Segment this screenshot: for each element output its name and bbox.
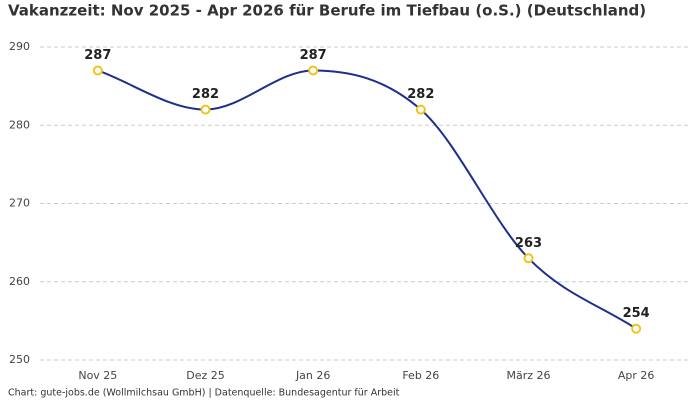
x-tick-label: Jan 26 bbox=[295, 369, 330, 382]
marker bbox=[631, 323, 642, 334]
data-label: 282 bbox=[407, 87, 434, 102]
x-tick-label: Dez 25 bbox=[186, 369, 225, 382]
chart-title: Vakanzzeit: Nov 2025 - Apr 2026 für Beru… bbox=[8, 2, 646, 20]
x-tick-label: Apr 26 bbox=[618, 369, 655, 382]
y-tick-label: 280 bbox=[9, 118, 30, 131]
y-tick-label: 250 bbox=[9, 353, 30, 366]
marker bbox=[415, 104, 426, 115]
marker bbox=[308, 65, 319, 76]
x-tick-label: Nov 25 bbox=[78, 369, 117, 382]
marker bbox=[523, 253, 534, 264]
footer: Chart: gute-jobs.de (Wollmilchsau GmbH) … bbox=[8, 388, 400, 399]
x-tick-label: März 26 bbox=[506, 369, 550, 382]
x-tick-label: Feb 26 bbox=[402, 369, 439, 382]
y-tick-label: 260 bbox=[9, 275, 30, 288]
marker bbox=[200, 104, 211, 115]
marker bbox=[92, 65, 103, 76]
data-label: 287 bbox=[300, 48, 327, 63]
data-label: 254 bbox=[623, 306, 650, 321]
data-label: 282 bbox=[192, 87, 219, 102]
data-label: 263 bbox=[515, 236, 542, 251]
data-label: 287 bbox=[84, 48, 111, 63]
line bbox=[97, 69, 637, 330]
y-tick-label: 270 bbox=[9, 197, 30, 210]
y-tick-label: 290 bbox=[9, 40, 30, 53]
